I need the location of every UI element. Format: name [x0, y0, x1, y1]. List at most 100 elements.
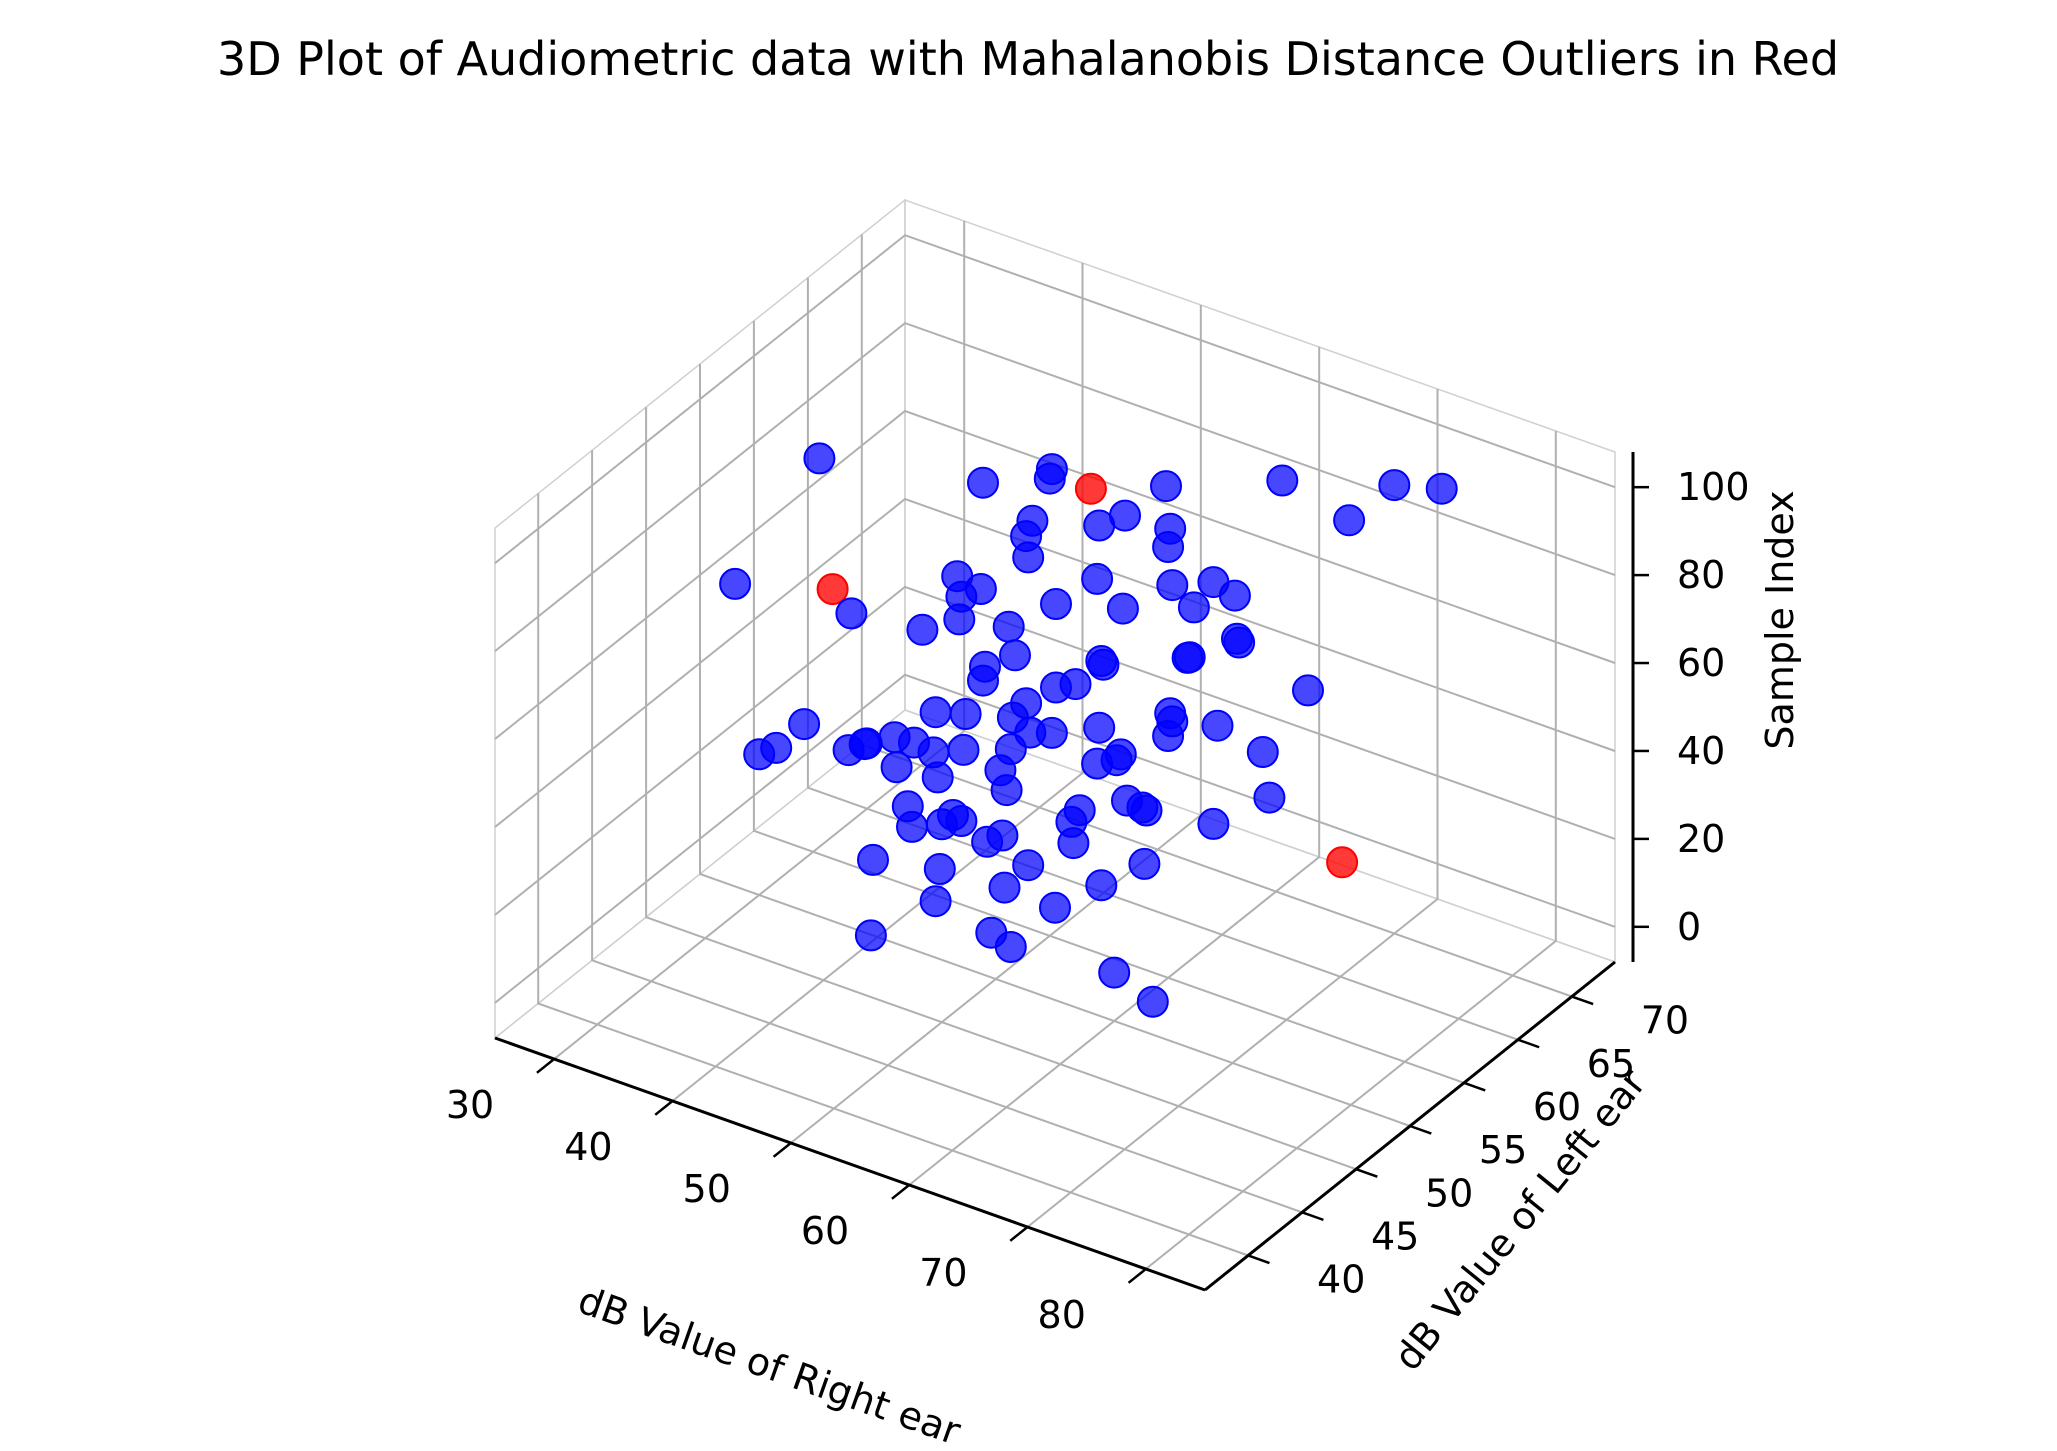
data-point: [906, 613, 939, 646]
x-axis-label: dB Value of Right ear: [573, 1278, 967, 1451]
z-grid-line: [494, 673, 1616, 1004]
x-tick-label: 50: [683, 1167, 731, 1211]
data-point: [1057, 827, 1090, 860]
x-grid-line: [790, 305, 1202, 1144]
data-point: [1012, 541, 1045, 574]
data-point: [947, 733, 980, 766]
z-tick-label: 20: [1677, 817, 1725, 861]
data-point: [1106, 592, 1139, 625]
x-tick-mark: [1009, 1226, 1029, 1242]
x-tick-mark: [536, 1058, 555, 1074]
data-point: [1111, 784, 1143, 817]
z-grid-line: [494, 497, 1616, 828]
x-grid-line: [908, 347, 1321, 1186]
data-point: [945, 580, 978, 613]
y-tick-label: 60: [1533, 1085, 1581, 1129]
z-axis-label: Sample Index: [1758, 490, 1802, 749]
y-grid-line: [806, 277, 1519, 1041]
grid-lines: [494, 221, 1616, 1270]
data-point: [788, 708, 821, 741]
data-point: [1173, 641, 1206, 674]
z-tick-label: 0: [1677, 905, 1701, 949]
data-point: [1246, 736, 1279, 768]
data-point: [1063, 794, 1096, 827]
data-point: [1136, 985, 1169, 1018]
data-point: [1012, 849, 1045, 882]
data-point: [996, 701, 1029, 734]
y-tick-mark: [1571, 995, 1594, 1006]
data-point: [854, 919, 887, 952]
data-point: [1081, 562, 1114, 595]
data-point: [719, 567, 752, 600]
data-point: [975, 916, 1008, 949]
y-grid-line: [645, 407, 1357, 1171]
data-point: [994, 733, 1027, 766]
y-grid-line: [537, 493, 1249, 1257]
data-point: [1201, 709, 1234, 742]
x-tick-label: 30: [446, 1083, 494, 1127]
x-tick-label: 60: [801, 1209, 849, 1253]
x-grid-line: [1145, 431, 1557, 1270]
x-grid-line: [671, 263, 1084, 1102]
data-point: [1040, 671, 1072, 704]
y-tick-label: 45: [1371, 1214, 1419, 1258]
data-point: [760, 731, 793, 764]
data-point: [1177, 591, 1210, 624]
data-point: [1378, 469, 1411, 502]
y-tick-mark: [1517, 1038, 1540, 1049]
x-grid-line: [1026, 389, 1439, 1228]
z-tick-label: 100: [1677, 465, 1750, 509]
data-point: [1104, 738, 1137, 771]
axis-lines: [494, 452, 1635, 1292]
y-tick-mark: [1301, 1211, 1324, 1222]
data-point: [990, 774, 1023, 807]
data-point: [925, 808, 958, 841]
data-point: [1039, 891, 1071, 924]
y-tick-label: 40: [1317, 1258, 1365, 1302]
x-tick-label: 40: [564, 1125, 612, 1169]
y-tick-mark: [1463, 1081, 1486, 1092]
data-point: [1425, 472, 1458, 505]
y-tick-mark: [1409, 1124, 1432, 1135]
z-tick-label: 80: [1677, 553, 1725, 597]
data-point: [1292, 674, 1324, 707]
y-tick-mark: [1355, 1167, 1378, 1178]
outlier-point: [1326, 846, 1359, 879]
y-tick-label: 65: [1587, 1042, 1635, 1086]
data-point: [1098, 956, 1131, 989]
y-grid-line: [752, 320, 1465, 1084]
z-tick-label: 60: [1677, 641, 1725, 685]
data-point: [967, 466, 999, 499]
data-point: [1040, 588, 1072, 620]
data-point: [988, 871, 1021, 904]
data-point: [1087, 648, 1120, 681]
data-point: [1150, 470, 1182, 503]
outlier-point: [1074, 472, 1107, 505]
data-point: [1266, 464, 1299, 497]
data-point: [921, 761, 954, 794]
x-tick-mark: [772, 1142, 792, 1158]
data-point: [949, 698, 982, 730]
z-grid-line: [494, 234, 1616, 564]
outlier-point: [816, 573, 849, 606]
y-grid-line: [591, 450, 1303, 1214]
data-point: [835, 597, 868, 630]
data-point: [1223, 626, 1256, 659]
x-tick-mark: [1127, 1268, 1147, 1284]
x-tick-label: 80: [1038, 1293, 1086, 1337]
data-point: [878, 721, 911, 754]
tick-marks: [536, 485, 1649, 1284]
data-point: [880, 751, 913, 784]
data-point: [919, 696, 952, 729]
data-point: [923, 853, 956, 885]
y-tick-label: 70: [1641, 999, 1689, 1043]
x-tick-mark: [654, 1100, 674, 1116]
data-point: [1197, 566, 1230, 599]
data-point: [1333, 504, 1366, 537]
data-point: [857, 843, 889, 876]
x-tick-mark: [891, 1184, 910, 1200]
chart-title: 3D Plot of Audiometric data with Mahalan…: [217, 32, 1839, 86]
data-point: [803, 442, 836, 475]
data-point: [850, 727, 883, 760]
